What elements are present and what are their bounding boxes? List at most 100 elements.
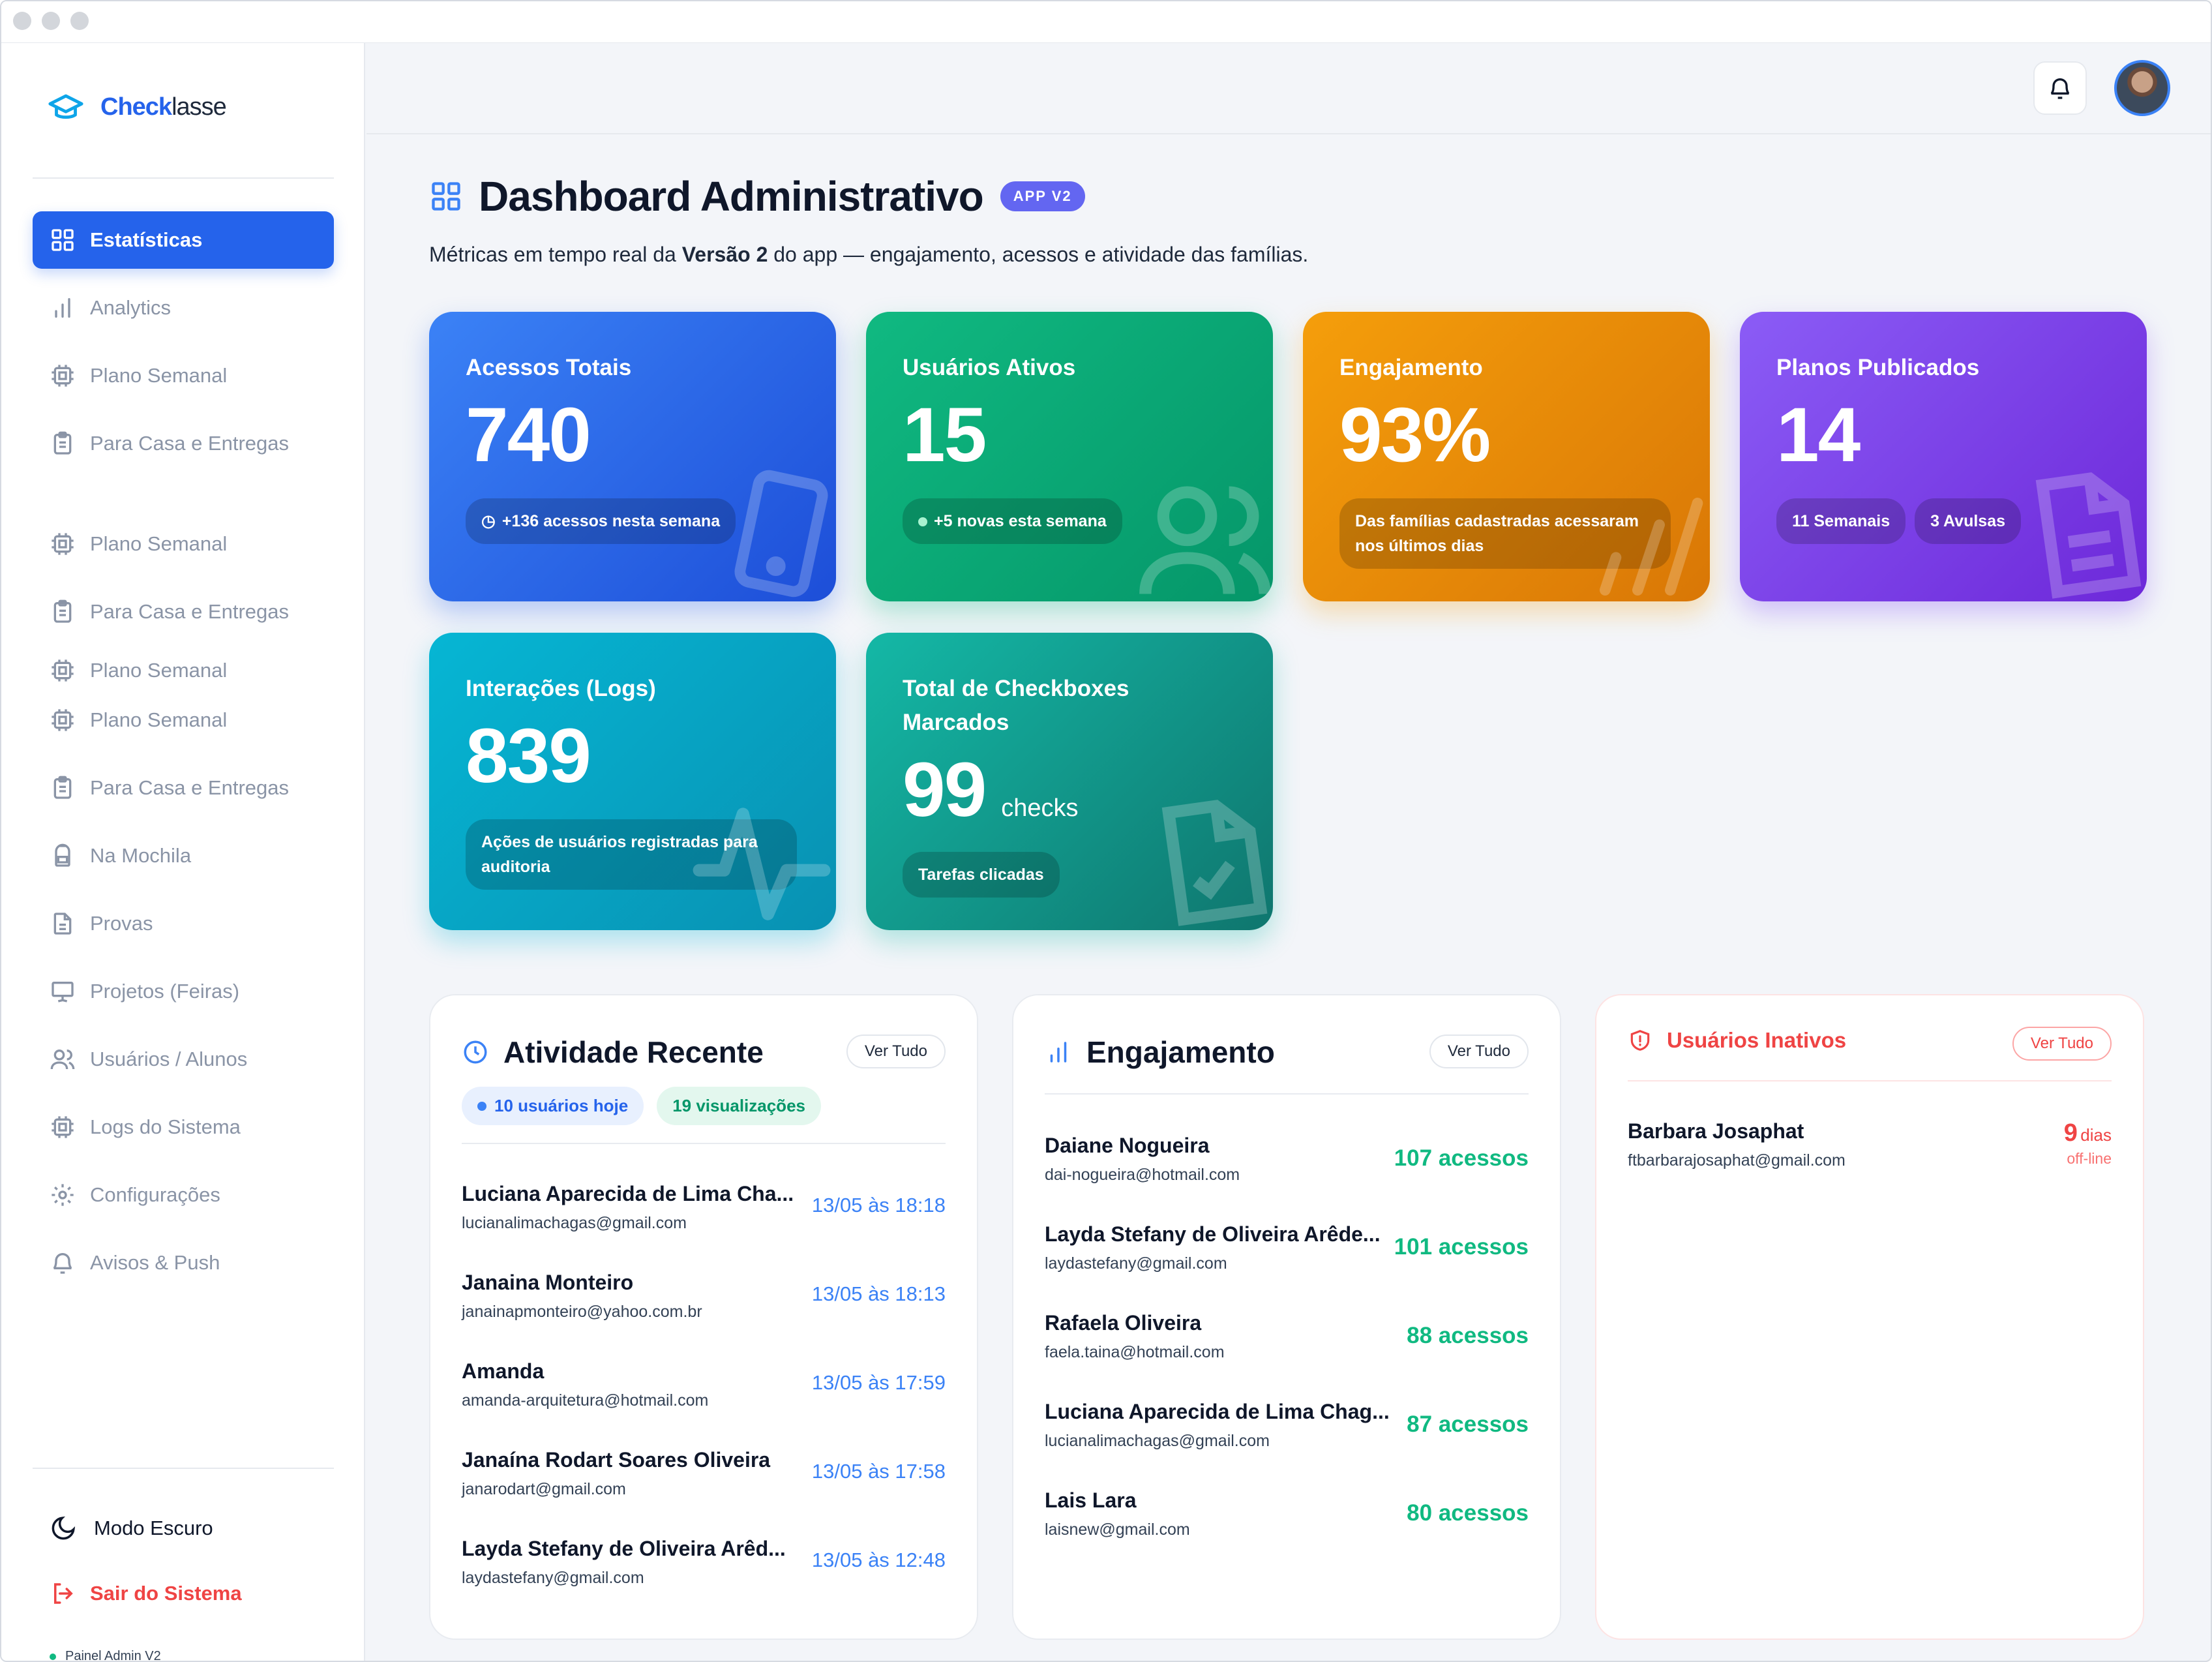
document-icon <box>53 913 72 935</box>
activity-row[interactable]: Amanda amanda-arquitetura@hotmail.com 13/0… <box>462 1359 946 1410</box>
stat-card-usuarios[interactable]: Usuários Ativos 15 +5 novas esta semana <box>866 312 1273 601</box>
sidebar-item-label: Plano Semanal <box>90 708 228 731</box>
sidebar-item-logs[interactable]: Logs do Sistema <box>33 1098 334 1156</box>
stat-card-planos[interactable]: Planos Publicados 14 11 Semanais 3 Avuls… <box>1740 312 2147 601</box>
sidebar-item-label: Para Casa e Entregas <box>90 432 290 455</box>
sidebar-item-usuarios[interactable]: Usuários / Alunos <box>33 1031 334 1088</box>
gear-icon <box>52 1184 74 1206</box>
moon-icon <box>52 1516 76 1540</box>
activity-row[interactable]: Janaina Monteiro janainapmonteiro@yahoo.c… <box>462 1271 946 1321</box>
bar-chart-icon <box>55 298 70 318</box>
stat-label: Engajamento <box>1339 355 1483 380</box>
bell-icon <box>53 1253 72 1274</box>
activity-row[interactable]: Luciana Aparecida de Lima Cha... lucianal… <box>462 1182 946 1232</box>
bell-icon <box>2050 78 2070 99</box>
backpack-icon <box>55 843 70 867</box>
stat-card-engajamento[interactable]: Engajamento 93% Das famílias cadastradas… <box>1303 312 1710 601</box>
page-heading: Dashboard Administrativo <box>479 173 984 220</box>
sidebar-item-avisos[interactable]: Avisos & Push <box>33 1234 334 1292</box>
panel-divider <box>462 1143 946 1144</box>
close-window-button[interactable] <box>13 12 31 30</box>
sidebar-item-plano-semanal[interactable]: Plano Semanal <box>33 347 334 404</box>
sidebar-footer: Painel Admin V2 <box>50 1649 161 1661</box>
engagement-row[interactable]: Luciana Aparecida de Lima Chag... luciana… <box>1045 1400 1529 1450</box>
stat-label: Acessos Totais <box>466 355 632 380</box>
inactive-user-row[interactable]: Barbara Josaphat ftbarbarajosaphat@gmail… <box>1628 1119 2112 1170</box>
sidebar-item-plano-semanal[interactable]: Plano Semanal <box>33 691 334 749</box>
sidebar-item-plano-semanal[interactable]: Plano Semanal <box>33 515 334 573</box>
sidebar-item-analytics[interactable]: Analytics <box>33 279 334 337</box>
dark-mode-toggle[interactable]: Modo Escuro <box>33 1515 213 1542</box>
brand-name: Checklasse <box>100 93 227 121</box>
stat-note: 11 Semanais <box>1776 498 1906 544</box>
top-bar <box>366 43 2211 134</box>
status-dot <box>50 1653 56 1660</box>
grid-icon <box>52 229 74 251</box>
chip-icon <box>52 1116 74 1138</box>
stat-value: 740 <box>466 392 591 478</box>
sidebar-item-provas[interactable]: Provas <box>33 895 334 952</box>
sidebar-item-plano-semanal[interactable]: Plano Semanal <box>33 642 334 699</box>
sidebar-item-label: Configurações <box>90 1183 220 1206</box>
notifications-button[interactable] <box>2033 61 2087 115</box>
activity-row[interactable]: Layda Stefany de Oliveira Arêd... laydast… <box>462 1537 946 1587</box>
status-dot <box>918 517 927 526</box>
stat-card-acessos[interactable]: Acessos Totais 740 ◷ +136 acessos nesta s… <box>429 312 836 601</box>
sidebar-item-na-mochila[interactable]: Na Mochila <box>33 827 334 884</box>
sidebar-item-configuracoes[interactable]: Configurações <box>33 1166 334 1224</box>
sidebar-item-label: Plano Semanal <box>90 659 228 682</box>
panel-title: Engajamento <box>1086 1035 1275 1069</box>
logout-button[interactable]: Sair do Sistema <box>33 1580 242 1607</box>
stat-card-interacoes[interactable]: Interações (Logs) 839 Ações de usuários … <box>429 633 836 930</box>
sidebar-item-para-casa[interactable]: Para Casa e Entregas <box>33 759 334 817</box>
phone-icon <box>734 470 828 597</box>
view-all-button[interactable]: Ver Tudo <box>1429 1035 1529 1068</box>
sidebar-item-para-casa[interactable]: Para Casa e Entregas <box>33 583 334 641</box>
panel-title: Usuários Inativos <box>1667 1028 1847 1052</box>
sidebar-item-label: Analytics <box>90 296 172 319</box>
sidebar-item-label: Para Casa e Entregas <box>90 776 290 799</box>
inactive-days: 9 dias off-line <box>2063 1119 2112 1167</box>
sidebar-item-estatisticas[interactable]: Estatísticas <box>33 211 334 269</box>
sidebar-item-label: Avisos & Push <box>90 1251 220 1274</box>
stat-note: Ações de usuários registradas para audit… <box>466 819 797 890</box>
stat-value: 839 <box>466 713 591 799</box>
clock-icon: ◷ <box>481 512 496 530</box>
engagement-row[interactable]: Daiane Nogueira dai-nogueira@hotmail.com 1… <box>1045 1134 1529 1184</box>
inactive-users-panel: Usuários Inativos Ver Tudo Barbara Josap… <box>1595 994 2144 1640</box>
sidebar-item-label: Na Mochila <box>90 844 192 867</box>
grid-icon <box>432 182 460 211</box>
panel-divider <box>1628 1080 2112 1081</box>
sidebar-item-label: Provas <box>90 912 153 935</box>
engagement-row[interactable]: Layda Stefany de Oliveira Arêde... laydas… <box>1045 1222 1529 1273</box>
activity-row[interactable]: Janaína Rodart Soares Oliveira janarodart… <box>462 1448 946 1498</box>
sidebar-item-label: Logs do Sistema <box>90 1115 241 1138</box>
page-title: Dashboard Administrativo APP V2 <box>429 172 1085 220</box>
dark-mode-label: Modo Escuro <box>94 1517 213 1539</box>
engagement-row[interactable]: Rafaela Oliveira faela.taina@hotmail.com 8… <box>1045 1311 1529 1361</box>
brand-logo[interactable]: Checklasse <box>47 87 227 127</box>
stat-note: Tarefas clicadas <box>903 852 1060 898</box>
sidebar-divider <box>33 1468 334 1469</box>
title-bar <box>1 1 2211 43</box>
avatar[interactable] <box>2114 60 2170 116</box>
clock-icon <box>464 1040 487 1064</box>
view-all-button[interactable]: Ver Tudo <box>2012 1027 2112 1061</box>
stat-label: Planos Publicados <box>1776 355 1980 380</box>
sidebar-item-label: Projetos (Feiras) <box>90 980 240 1003</box>
sidebar-item-para-casa[interactable]: Para Casa e Entregas <box>33 415 334 472</box>
version-badge: APP V2 <box>1000 181 1085 211</box>
stat-card-checkboxes[interactable]: Total de Checkboxes Marcados 99 checks Ta… <box>866 633 1273 930</box>
presentation-icon <box>52 982 74 1003</box>
sidebar-item-projetos[interactable]: Projetos (Feiras) <box>33 963 334 1020</box>
logout-label: Sair do Sistema <box>90 1582 242 1605</box>
engagement-row[interactable]: Lais Lara laisnew@gmail.com 80 acessos <box>1045 1488 1529 1539</box>
stat-label: Total de Checkboxes Marcados <box>903 676 1129 735</box>
recent-activity-panel: Atividade Recente Ver Tudo 10 usuários h… <box>429 994 978 1640</box>
maximize-window-button[interactable] <box>70 12 89 30</box>
bar-chart-icon <box>1050 1042 1067 1063</box>
stat-note: 3 Avulsas <box>1915 498 2022 544</box>
view-all-button[interactable]: Ver Tudo <box>846 1035 946 1068</box>
minimize-window-button[interactable] <box>42 12 60 30</box>
